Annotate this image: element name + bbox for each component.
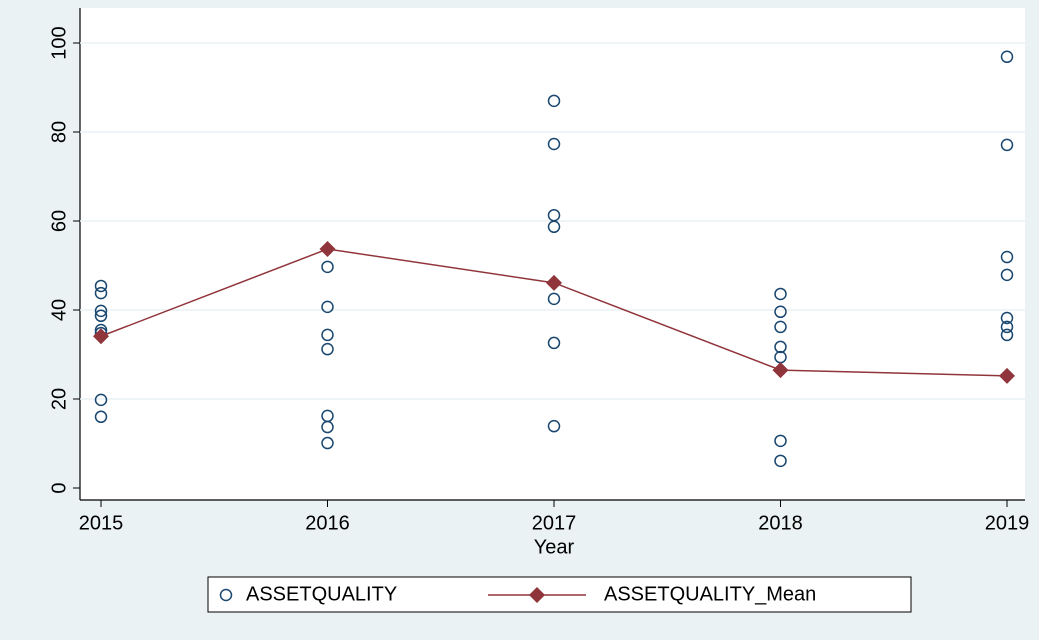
- x-tick-label: 2019: [985, 512, 1030, 534]
- mean-marker: [772, 362, 789, 379]
- x-axis-label: Year: [534, 536, 575, 558]
- point: [547, 94, 561, 108]
- point: [94, 304, 108, 318]
- plot-area: [80, 8, 1025, 500]
- legend-label: ASSETQUALITY_Mean: [604, 583, 816, 605]
- point: [774, 454, 787, 468]
- point: [774, 305, 787, 319]
- point: [1000, 50, 1014, 64]
- point: [774, 287, 787, 301]
- point: [94, 309, 108, 323]
- point: [321, 300, 334, 314]
- y-tick-label: 80: [48, 121, 70, 143]
- point: [321, 342, 334, 356]
- point: [774, 434, 787, 448]
- y-tick-label: 60: [48, 210, 70, 232]
- y-tick-label: 40: [48, 299, 70, 321]
- mean-marker: [999, 367, 1015, 384]
- y-tick-label: 0: [48, 482, 70, 493]
- point: [94, 410, 108, 424]
- point: [1000, 138, 1014, 152]
- legend-symbol: [529, 587, 545, 603]
- point: [321, 436, 334, 450]
- point: [94, 279, 108, 293]
- point: [547, 292, 561, 306]
- mean-marker: [546, 274, 562, 291]
- point: [1000, 311, 1014, 325]
- x-tick-label: 2016: [305, 512, 350, 534]
- point: [547, 419, 561, 433]
- legend-symbol: [219, 588, 233, 602]
- point: [94, 393, 108, 407]
- point: [321, 420, 334, 434]
- point: [547, 220, 561, 234]
- point: [1000, 250, 1014, 264]
- mean-marker: [319, 241, 336, 258]
- point: [1000, 320, 1014, 334]
- x-tick-label: 2018: [758, 512, 803, 534]
- point: [1000, 268, 1014, 282]
- x-tick-label: 2015: [79, 512, 124, 534]
- x-tick-label: 2017: [532, 512, 577, 534]
- point: [774, 340, 787, 354]
- point: [1000, 328, 1014, 342]
- point: [321, 328, 334, 342]
- y-tick-label: 100: [48, 26, 70, 59]
- y-tick-label: 20: [48, 388, 70, 410]
- mean-marker: [93, 328, 109, 345]
- point: [547, 137, 561, 151]
- point: [547, 336, 561, 350]
- point: [94, 286, 108, 300]
- point: [321, 260, 334, 274]
- legend-label: ASSETQUALITY: [246, 583, 397, 605]
- point: [774, 320, 787, 334]
